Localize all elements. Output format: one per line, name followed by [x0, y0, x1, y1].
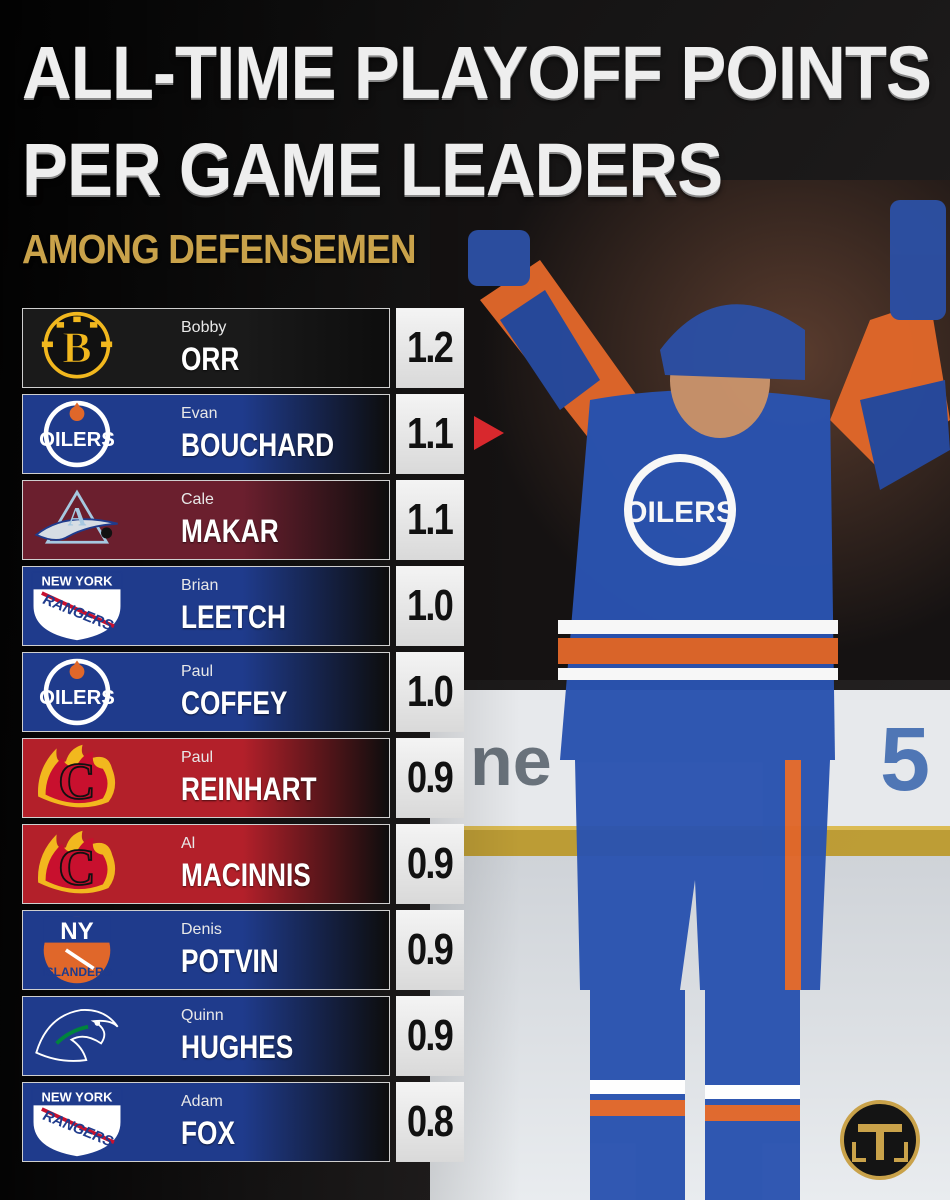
table-row: Quinn HUGHES 0.9 — [22, 996, 466, 1078]
svg-text:5: 5 — [880, 710, 930, 810]
table-row: NY ISLANDERS Denis POTVIN 0.9 — [22, 910, 466, 992]
player-figure: OILERS — [468, 200, 950, 1200]
player-bar: OILERS Evan BOUCHARD — [22, 394, 390, 474]
flames-logo: C — [37, 744, 116, 811]
player-last-name: LEETCH — [181, 599, 286, 635]
svg-text:B: B — [62, 322, 92, 372]
player-last-name: POTVIN — [181, 943, 279, 979]
flames-logo: C — [37, 830, 116, 897]
svg-text:NEW YORK: NEW YORK — [42, 574, 114, 589]
svg-text:OILERS: OILERS — [39, 687, 115, 709]
player-bar: C Paul REINHART — [22, 738, 390, 818]
points-per-game-value: 0.9 — [396, 996, 464, 1076]
player-first-name: Cale — [181, 491, 214, 508]
points-per-game-value: 0.9 — [396, 824, 464, 904]
table-row: NEW YORK RANGERS Adam FOX 0.8 — [22, 1082, 466, 1164]
rangers-logo: NEW YORK RANGERS — [31, 571, 123, 643]
player-last-name: MACINNIS — [181, 857, 311, 893]
title-line-2: PER GAME LEADERS — [22, 128, 723, 211]
player-first-name: Paul — [181, 663, 214, 680]
player-last-name: REINHART — [181, 771, 317, 807]
player-last-name: BOUCHARD — [181, 427, 335, 463]
svg-text:ISLANDERS: ISLANDERS — [42, 965, 111, 979]
svg-text:C: C — [58, 839, 95, 896]
player-first-name: Bobby — [181, 319, 227, 336]
points-per-game-value: 1.1 — [396, 480, 464, 560]
player-bar: A Cale MAKAR — [22, 480, 390, 560]
islanders-logo: NY ISLANDERS — [42, 916, 112, 984]
svg-text:NY: NY — [60, 918, 93, 945]
avalanche-logo: A — [34, 489, 118, 544]
player-first-name: Adam — [181, 1093, 223, 1110]
svg-text:NEW YORK: NEW YORK — [42, 1090, 114, 1105]
player-bar: OILERS Paul COFFEY — [22, 652, 390, 732]
player-last-name: ORR — [181, 341, 240, 377]
oilers-logo: OILERS — [39, 400, 115, 468]
player-bar: Quinn HUGHES — [22, 996, 390, 1076]
player-bar: NY ISLANDERS Denis POTVIN — [22, 910, 390, 990]
player-first-name: Evan — [181, 405, 218, 422]
table-row: A Cale MAKAR 1.1 — [22, 480, 466, 562]
svg-text:A: A — [68, 503, 87, 532]
player-first-name: Quinn — [181, 1007, 224, 1024]
svg-text:C: C — [58, 753, 95, 810]
table-row: OILERS Paul COFFEY 1.0 — [22, 652, 466, 734]
bruins-logo: B — [41, 311, 113, 379]
player-bar: B Bobby ORR — [22, 308, 390, 388]
points-per-game-value: 1.0 — [396, 566, 464, 646]
player-last-name: FOX — [181, 1115, 235, 1151]
table-row: B Bobby ORR 1.2 — [22, 308, 466, 390]
table-row: C Al MACINNIS 0.9 — [22, 824, 466, 906]
highlight-arrow-icon — [474, 416, 504, 450]
player-last-name: HUGHES — [181, 1029, 294, 1065]
watermark-logo — [840, 1100, 920, 1180]
table-row: C Paul REINHART 0.9 — [22, 738, 466, 820]
canucks-logo — [35, 1009, 119, 1062]
subtitle: AMONG DEFENSEMEN — [22, 226, 416, 272]
points-per-game-value: 0.9 — [396, 738, 464, 818]
player-bar: NEW YORK RANGERS Adam FOX — [22, 1082, 390, 1162]
table-row: OILERS Evan BOUCHARD 1.1 — [22, 394, 466, 476]
svg-text:OILERS: OILERS — [39, 429, 115, 451]
points-per-game-value: 1.1 — [396, 394, 464, 474]
points-per-game-value: 1.2 — [396, 308, 464, 388]
points-per-game-value: 0.9 — [396, 910, 464, 990]
points-per-game-value: 1.0 — [396, 652, 464, 732]
oilers-logo: OILERS — [39, 658, 115, 726]
player-bar: NEW YORK RANGERS Brian LEETCH — [22, 566, 390, 646]
player-first-name: Brian — [181, 577, 219, 594]
player-last-name: MAKAR — [181, 513, 279, 549]
player-first-name: Paul — [181, 749, 214, 766]
player-first-name: Denis — [181, 921, 222, 938]
player-last-name: COFFEY — [181, 685, 288, 721]
points-per-game-value: 0.8 — [396, 1082, 464, 1162]
svg-text:OILERS: OILERS — [624, 496, 736, 529]
player-bar: C Al MACINNIS — [22, 824, 390, 904]
table-row: NEW YORK RANGERS Brian LEETCH 1.0 — [22, 566, 466, 648]
title-line-1: ALL-TIME PLAYOFF POINTS — [22, 31, 932, 114]
player-first-name: Al — [181, 835, 196, 852]
rangers-logo: NEW YORK RANGERS — [31, 1087, 123, 1159]
